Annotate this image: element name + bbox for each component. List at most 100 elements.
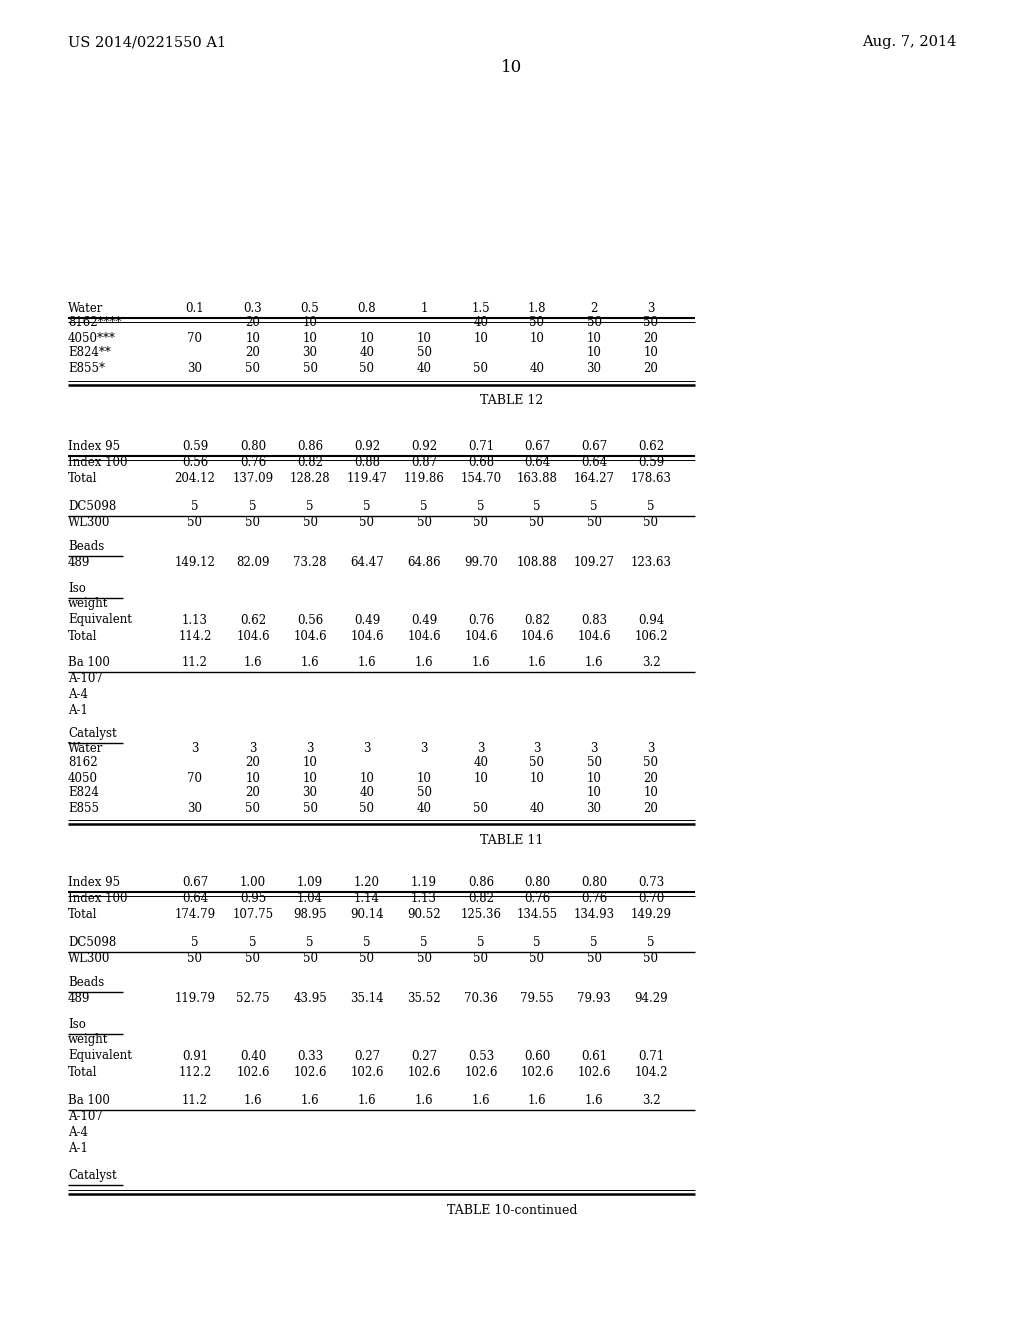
Text: 0.92: 0.92: [411, 440, 437, 453]
Text: 5: 5: [534, 936, 541, 949]
Text: A-107: A-107: [68, 672, 102, 685]
Text: 10: 10: [302, 756, 317, 770]
Text: DC5098: DC5098: [68, 499, 117, 512]
Text: 178.63: 178.63: [631, 471, 672, 484]
Text: 5: 5: [647, 936, 654, 949]
Text: 106.2: 106.2: [634, 630, 668, 643]
Text: 0.86: 0.86: [468, 875, 494, 888]
Text: 1.6: 1.6: [415, 656, 433, 668]
Text: 1.6: 1.6: [585, 656, 603, 668]
Text: 5: 5: [477, 499, 484, 512]
Text: 40: 40: [529, 801, 545, 814]
Text: 5: 5: [477, 936, 484, 949]
Text: 50: 50: [246, 952, 260, 965]
Text: 20: 20: [643, 331, 658, 345]
Text: 0.70: 0.70: [638, 891, 665, 904]
Text: A-107: A-107: [68, 1110, 102, 1122]
Text: 0.64: 0.64: [581, 455, 607, 469]
Text: Beads: Beads: [68, 975, 104, 989]
Text: 20: 20: [246, 756, 260, 770]
Text: 0.76: 0.76: [524, 891, 550, 904]
Text: 10: 10: [473, 771, 488, 784]
Text: 5: 5: [191, 936, 199, 949]
Text: 0.67: 0.67: [581, 440, 607, 453]
Text: 10: 10: [587, 331, 601, 345]
Text: 10: 10: [473, 331, 488, 345]
Text: 1.6: 1.6: [472, 656, 490, 668]
Text: 79.55: 79.55: [520, 991, 554, 1005]
Text: 119.86: 119.86: [403, 471, 444, 484]
Text: 0.59: 0.59: [638, 455, 665, 469]
Text: 104.6: 104.6: [520, 630, 554, 643]
Text: 50: 50: [359, 801, 375, 814]
Text: 102.6: 102.6: [578, 1065, 610, 1078]
Text: 112.2: 112.2: [178, 1065, 212, 1078]
Text: 30: 30: [187, 362, 203, 375]
Text: 3: 3: [477, 742, 484, 755]
Text: Ba 100: Ba 100: [68, 1093, 110, 1106]
Text: 0.87: 0.87: [411, 455, 437, 469]
Text: Aug. 7, 2014: Aug. 7, 2014: [861, 36, 956, 49]
Text: 0.62: 0.62: [240, 614, 266, 627]
Text: 50: 50: [302, 801, 317, 814]
Text: Ba 100: Ba 100: [68, 656, 110, 668]
Text: 3: 3: [420, 742, 428, 755]
Text: 1.04: 1.04: [297, 891, 323, 904]
Text: 3.2: 3.2: [642, 656, 660, 668]
Text: Water: Water: [68, 742, 103, 755]
Text: TABLE 10-continued: TABLE 10-continued: [446, 1204, 578, 1217]
Text: 35.52: 35.52: [408, 991, 440, 1005]
Text: 0.76: 0.76: [240, 455, 266, 469]
Text: 102.6: 102.6: [464, 1065, 498, 1078]
Text: E824: E824: [68, 787, 99, 800]
Text: 50: 50: [473, 801, 488, 814]
Text: 128.28: 128.28: [290, 471, 331, 484]
Text: 0.49: 0.49: [354, 614, 380, 627]
Text: Index 95: Index 95: [68, 440, 120, 453]
Text: 102.6: 102.6: [237, 1065, 269, 1078]
Text: 1.13: 1.13: [182, 614, 208, 627]
Text: 1.09: 1.09: [297, 875, 323, 888]
Text: 0.60: 0.60: [524, 1049, 550, 1063]
Text: 134.93: 134.93: [573, 908, 614, 920]
Text: 2: 2: [590, 301, 598, 314]
Text: 0.49: 0.49: [411, 614, 437, 627]
Text: 50: 50: [643, 317, 658, 330]
Text: 50: 50: [302, 516, 317, 528]
Text: 70: 70: [187, 331, 203, 345]
Text: Catalyst: Catalyst: [68, 1168, 117, 1181]
Text: 10: 10: [417, 771, 431, 784]
Text: 1: 1: [420, 301, 428, 314]
Text: 20: 20: [643, 801, 658, 814]
Text: 73.28: 73.28: [293, 556, 327, 569]
Text: 0.27: 0.27: [411, 1049, 437, 1063]
Text: 104.6: 104.6: [293, 630, 327, 643]
Text: 123.63: 123.63: [631, 556, 672, 569]
Text: 1.6: 1.6: [244, 656, 262, 668]
Text: 10: 10: [529, 771, 545, 784]
Text: 3: 3: [306, 742, 313, 755]
Text: 8162****: 8162****: [68, 317, 122, 330]
Text: 10: 10: [417, 331, 431, 345]
Text: 50: 50: [587, 317, 601, 330]
Text: 0.82: 0.82: [524, 614, 550, 627]
Text: 50: 50: [246, 801, 260, 814]
Text: Total: Total: [68, 908, 97, 920]
Text: 40: 40: [473, 756, 488, 770]
Text: 174.79: 174.79: [174, 908, 216, 920]
Text: 50: 50: [246, 516, 260, 528]
Text: 3: 3: [249, 742, 257, 755]
Text: 0.95: 0.95: [240, 891, 266, 904]
Text: 79.93: 79.93: [578, 991, 611, 1005]
Text: 50: 50: [473, 516, 488, 528]
Text: 30: 30: [587, 801, 601, 814]
Text: 125.36: 125.36: [461, 908, 502, 920]
Text: 5: 5: [590, 936, 598, 949]
Text: 5: 5: [590, 499, 598, 512]
Text: 104.6: 104.6: [408, 630, 440, 643]
Text: 1.00: 1.00: [240, 875, 266, 888]
Text: 10: 10: [302, 331, 317, 345]
Text: 50: 50: [417, 516, 431, 528]
Text: 0.82: 0.82: [468, 891, 494, 904]
Text: 50: 50: [417, 952, 431, 965]
